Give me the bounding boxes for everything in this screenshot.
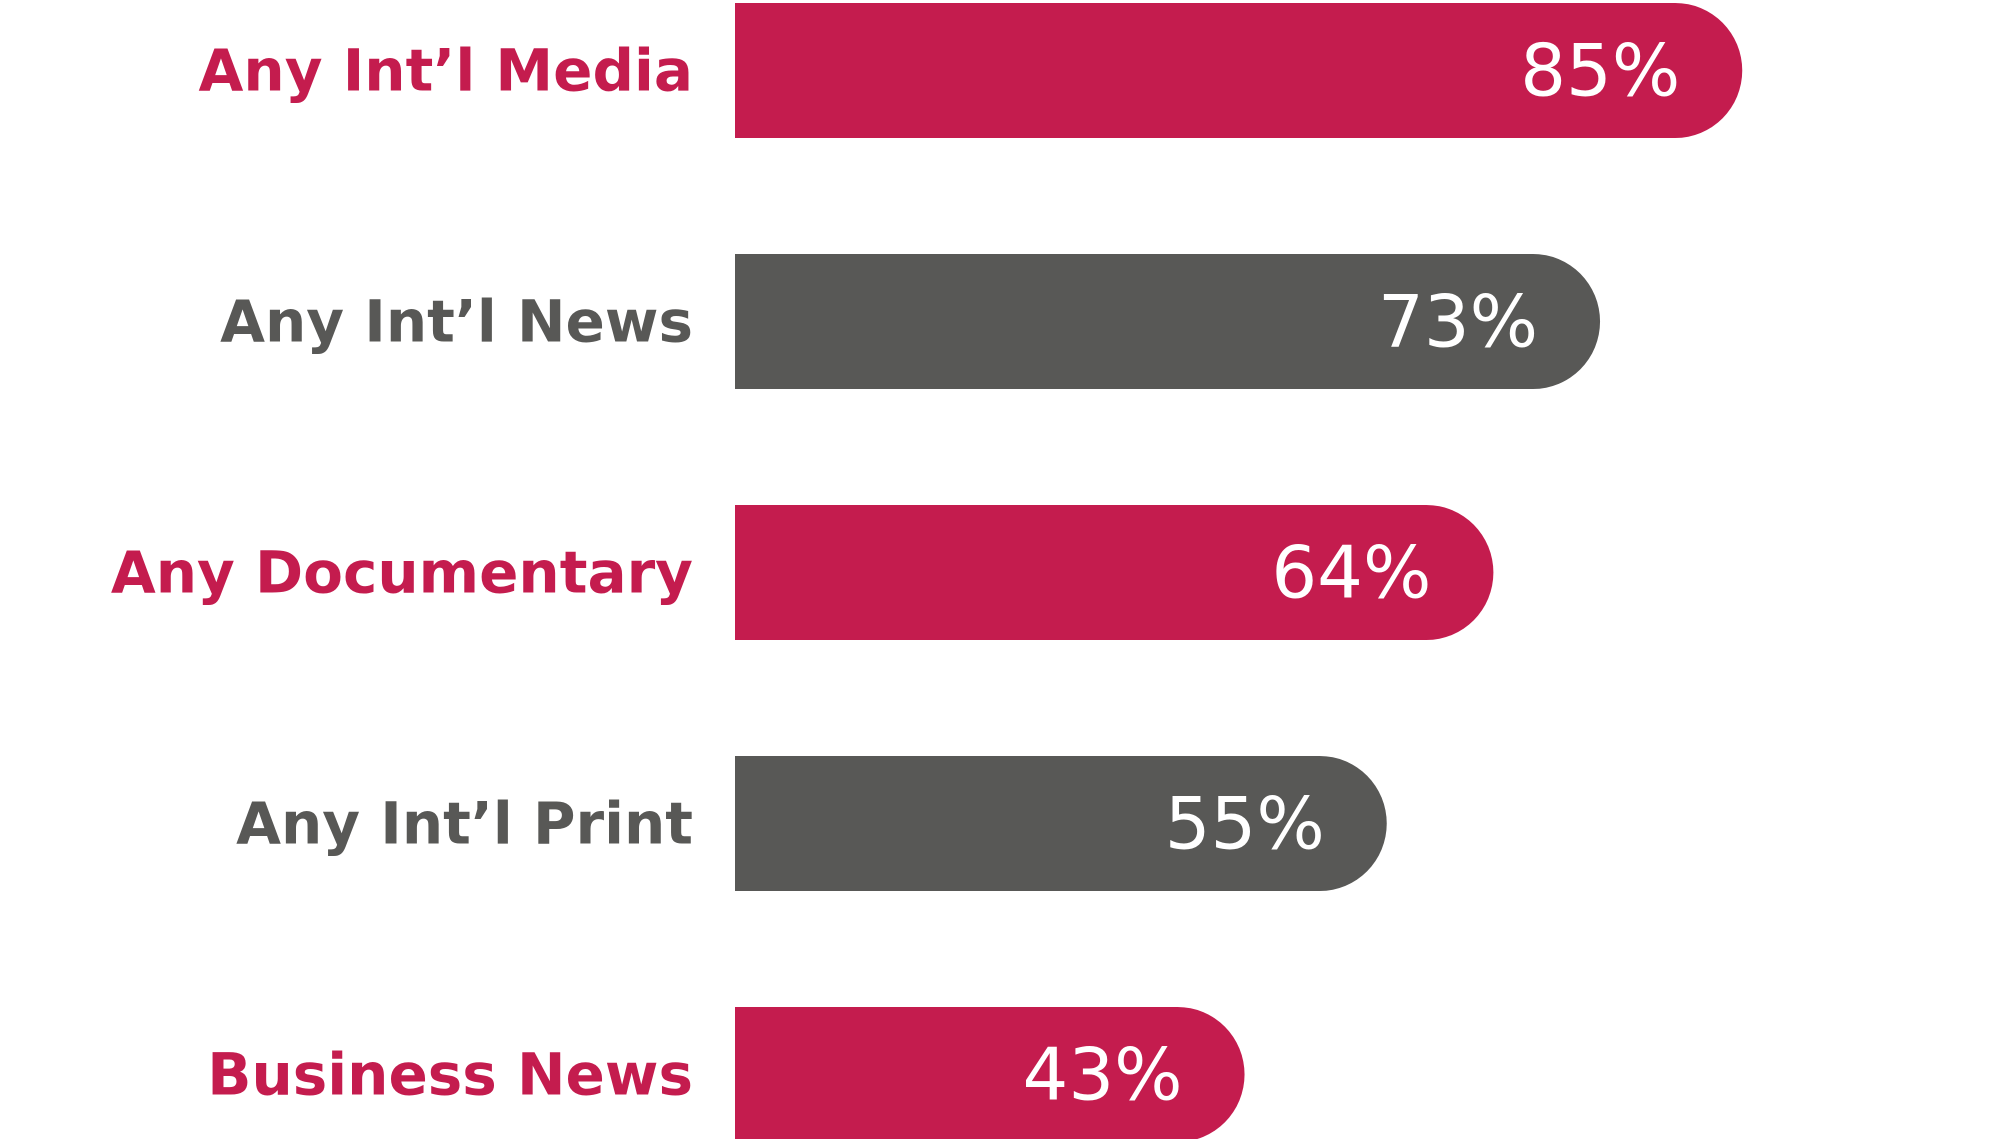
category-label: Any Int’l News bbox=[220, 288, 693, 356]
bar-value-label: 55% bbox=[1165, 782, 1325, 866]
category-label: Any Int’l Media bbox=[199, 37, 693, 105]
bar-value-label: 43% bbox=[1023, 1033, 1183, 1117]
category-label: Business News bbox=[207, 1041, 693, 1109]
bar bbox=[735, 505, 1494, 640]
bar-value-label: 85% bbox=[1520, 29, 1680, 113]
bar bbox=[735, 1007, 1245, 1139]
category-label: Any Int’l Print bbox=[236, 790, 693, 858]
category-labels-layer: Any Int’l Media Any Int’l News Any Documen… bbox=[111, 37, 693, 1109]
category-label: Any Documentary bbox=[111, 539, 693, 607]
bar-value-label: 64% bbox=[1271, 531, 1431, 615]
value-labels-layer: 85% 73% 64% 55% 43% bbox=[1023, 29, 1681, 1117]
bar bbox=[735, 254, 1601, 389]
bar bbox=[735, 756, 1387, 891]
bar bbox=[735, 3, 1743, 138]
bar-value-label: 73% bbox=[1378, 280, 1538, 364]
bars-layer bbox=[735, 3, 1743, 1139]
